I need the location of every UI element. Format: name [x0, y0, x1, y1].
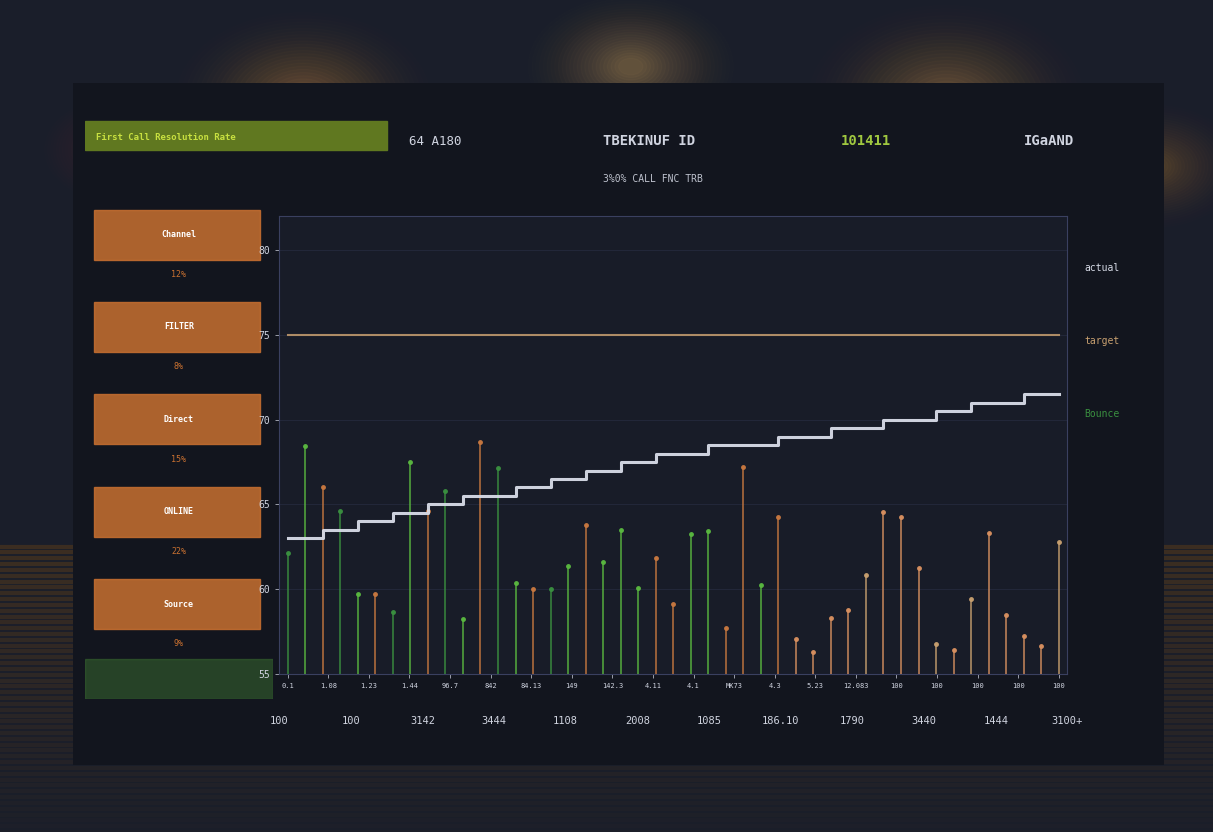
Text: FILTER: FILTER — [164, 323, 194, 331]
Text: 12%: 12% — [171, 270, 187, 279]
Text: Source: Source — [164, 600, 194, 608]
Text: actual: actual — [1084, 263, 1120, 274]
Text: Channel: Channel — [161, 230, 197, 239]
Bar — [85, 659, 273, 699]
Text: Direct: Direct — [164, 415, 194, 423]
Text: IGaAND: IGaAND — [1024, 135, 1075, 148]
Bar — [95, 579, 260, 629]
Bar — [95, 302, 260, 352]
Text: Bounce: Bounce — [1084, 409, 1120, 419]
Text: 3142: 3142 — [410, 716, 434, 726]
Text: 22%: 22% — [171, 547, 187, 556]
Text: 3100+: 3100+ — [1052, 716, 1083, 726]
Text: 3444: 3444 — [482, 716, 507, 726]
Text: TBEKINUF ID: TBEKINUF ID — [603, 135, 695, 148]
Text: 64 A180: 64 A180 — [409, 135, 461, 148]
Text: 8%: 8% — [173, 363, 184, 371]
Bar — [85, 121, 387, 150]
Bar — [95, 487, 260, 537]
Bar — [95, 394, 260, 444]
Text: 1085: 1085 — [696, 716, 722, 726]
Bar — [95, 210, 260, 260]
Text: 100: 100 — [341, 716, 360, 726]
Text: 3440: 3440 — [912, 716, 936, 726]
Text: ONLINE: ONLINE — [164, 508, 194, 516]
Text: First Call Resolution Rate: First Call Resolution Rate — [96, 133, 235, 141]
Text: 3%0% CALL FNC TRB: 3%0% CALL FNC TRB — [603, 174, 704, 184]
Text: 15%: 15% — [171, 455, 187, 463]
Text: 1108: 1108 — [553, 716, 579, 726]
Text: 2008: 2008 — [625, 716, 650, 726]
Text: 101411: 101411 — [841, 135, 890, 148]
Text: 1444: 1444 — [984, 716, 1008, 726]
Text: 1790: 1790 — [839, 716, 865, 726]
Text: 9%: 9% — [173, 640, 184, 648]
FancyBboxPatch shape — [51, 70, 1186, 779]
Text: target: target — [1084, 336, 1120, 346]
Text: 186.10: 186.10 — [762, 716, 799, 726]
Text: 100: 100 — [269, 716, 289, 726]
